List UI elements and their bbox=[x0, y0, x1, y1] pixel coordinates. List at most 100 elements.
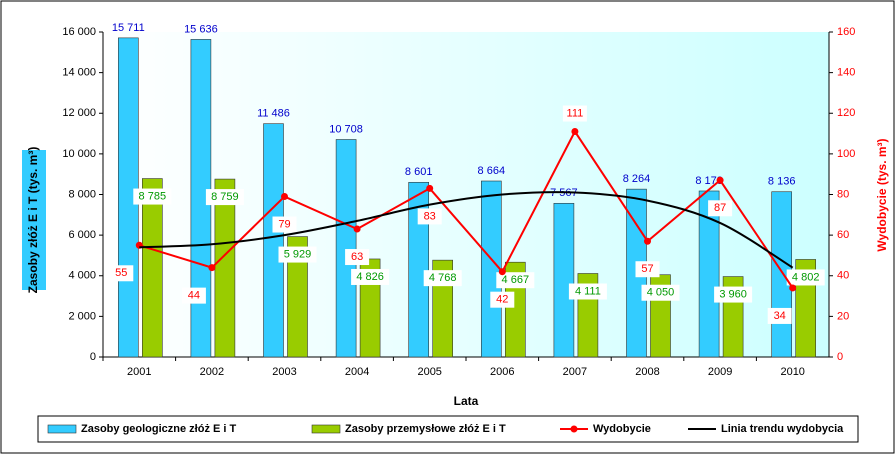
bar bbox=[553, 202, 575, 358]
y2-tick-label: 120 bbox=[837, 107, 855, 119]
y-tick-label: 10 000 bbox=[62, 148, 96, 160]
bar-value-label: 15 711 bbox=[112, 22, 145, 34]
y2-tick-label: 160 bbox=[837, 26, 855, 38]
trend-line bbox=[139, 191, 794, 269]
legend-label: Wydobycie bbox=[593, 423, 651, 435]
bar-value-label: 10 708 bbox=[329, 123, 363, 135]
label-box bbox=[496, 272, 535, 289]
y-tick-label: 16 000 bbox=[62, 26, 96, 38]
marker bbox=[571, 128, 579, 136]
label-box bbox=[278, 246, 317, 263]
y2-tick-label: 40 bbox=[837, 270, 849, 282]
legend-swatch bbox=[47, 424, 77, 434]
y-tick-label: 14 000 bbox=[62, 67, 96, 79]
line-value-label: 111 bbox=[567, 107, 584, 119]
y2-tick-label: 60 bbox=[837, 229, 849, 241]
label-box bbox=[109, 265, 134, 282]
bar-value-label: 8 664 bbox=[478, 165, 506, 177]
label-box bbox=[351, 268, 390, 285]
bar bbox=[335, 139, 357, 358]
label-box bbox=[562, 105, 587, 122]
y2-tick-label: 80 bbox=[837, 188, 849, 200]
legend bbox=[37, 415, 859, 443]
bar-value-label: 4 111 bbox=[575, 285, 601, 297]
bar-value-label: 8 136 bbox=[768, 176, 796, 188]
legend-label: Zasoby geologiczne złóż E i T bbox=[81, 423, 237, 435]
bar bbox=[263, 123, 284, 358]
bar-value-label: 7 567 bbox=[550, 187, 578, 199]
label-box bbox=[641, 284, 680, 301]
line-value-label: 79 bbox=[278, 218, 290, 230]
marker bbox=[644, 237, 651, 245]
label-box bbox=[181, 287, 206, 304]
line-value-label: 87 bbox=[714, 202, 726, 214]
y-tick-label: 2 000 bbox=[68, 310, 96, 322]
marker bbox=[716, 176, 724, 184]
label-box bbox=[205, 189, 244, 206]
x-tick-label: 2004 bbox=[345, 366, 369, 378]
bar bbox=[142, 178, 163, 358]
y-tick-label: 6 000 bbox=[68, 229, 96, 241]
legend-label: Zasoby przemysłowe złóż E i T bbox=[345, 423, 506, 435]
bar-value-label: 11 486 bbox=[257, 108, 290, 120]
marker bbox=[353, 225, 361, 233]
bar-value-label: 4 667 bbox=[502, 274, 530, 286]
x-tick-label: 2009 bbox=[708, 366, 732, 378]
y-tick-label: 12 000 bbox=[62, 107, 96, 119]
legend-label: Linia trendu wydobycia bbox=[721, 423, 844, 435]
x-tick-label: 2007 bbox=[563, 366, 587, 378]
x-tick-label: 2008 bbox=[635, 366, 659, 378]
label-box bbox=[568, 283, 607, 300]
marker bbox=[281, 193, 288, 201]
y-label-box bbox=[22, 150, 46, 290]
x-tick-label: 2001 bbox=[127, 366, 151, 378]
x-tick-label: 2002 bbox=[200, 366, 224, 378]
bar-value-label: 8 264 bbox=[623, 173, 651, 185]
label-box bbox=[786, 269, 825, 286]
x-tick-label: 2006 bbox=[490, 366, 514, 378]
label-box bbox=[490, 291, 515, 308]
bar bbox=[287, 236, 308, 358]
bar-value-label: 3 960 bbox=[719, 288, 747, 300]
line-value-label: 55 bbox=[115, 267, 127, 279]
label-box bbox=[708, 200, 733, 217]
bar-value-label: 5 929 bbox=[284, 248, 312, 260]
bar bbox=[698, 190, 720, 358]
marker bbox=[789, 284, 797, 292]
line bbox=[139, 129, 794, 289]
y-axis-label: Zasoby złóż E i T (tys. m³) bbox=[26, 147, 40, 294]
bar-value-label: 4 802 bbox=[792, 271, 820, 283]
label-box bbox=[133, 188, 172, 205]
bar-value-label: 15 636 bbox=[184, 23, 218, 35]
bar bbox=[480, 180, 502, 358]
line-value-label: 34 bbox=[774, 310, 786, 322]
bar-value-label: 4 826 bbox=[356, 271, 384, 283]
y2-tick-label: 0 bbox=[837, 351, 843, 363]
bar-value-label: 8 785 bbox=[139, 190, 167, 202]
label-box bbox=[423, 270, 462, 287]
bar bbox=[214, 178, 236, 358]
bar-value-label: 8 601 bbox=[405, 166, 433, 178]
y2-axis-label: Wydobycie (tys. m³) bbox=[875, 138, 889, 251]
marker bbox=[498, 268, 506, 276]
line-value-label: 42 bbox=[496, 294, 508, 306]
y2-tick-label: 20 bbox=[837, 310, 849, 322]
line-value-label: 63 bbox=[351, 251, 363, 263]
bar-value-label: 4 768 bbox=[429, 272, 457, 284]
label-box bbox=[714, 286, 753, 303]
bar-value-label: 8 759 bbox=[211, 191, 239, 203]
label-box bbox=[417, 208, 442, 225]
line-value-label: 83 bbox=[424, 210, 436, 222]
label-box bbox=[767, 307, 792, 324]
x-axis-label: Lata bbox=[454, 394, 479, 408]
bar bbox=[408, 181, 430, 358]
legend-swatch bbox=[311, 424, 341, 434]
line-value-label: 57 bbox=[641, 263, 653, 275]
label-box bbox=[635, 261, 660, 278]
y-tick-label: 4 000 bbox=[68, 270, 96, 282]
x-tick-label: 2010 bbox=[780, 366, 804, 378]
y-tick-label: 0 bbox=[90, 351, 96, 363]
y2-tick-label: 140 bbox=[837, 67, 855, 79]
x-tick-label: 2005 bbox=[417, 366, 441, 378]
